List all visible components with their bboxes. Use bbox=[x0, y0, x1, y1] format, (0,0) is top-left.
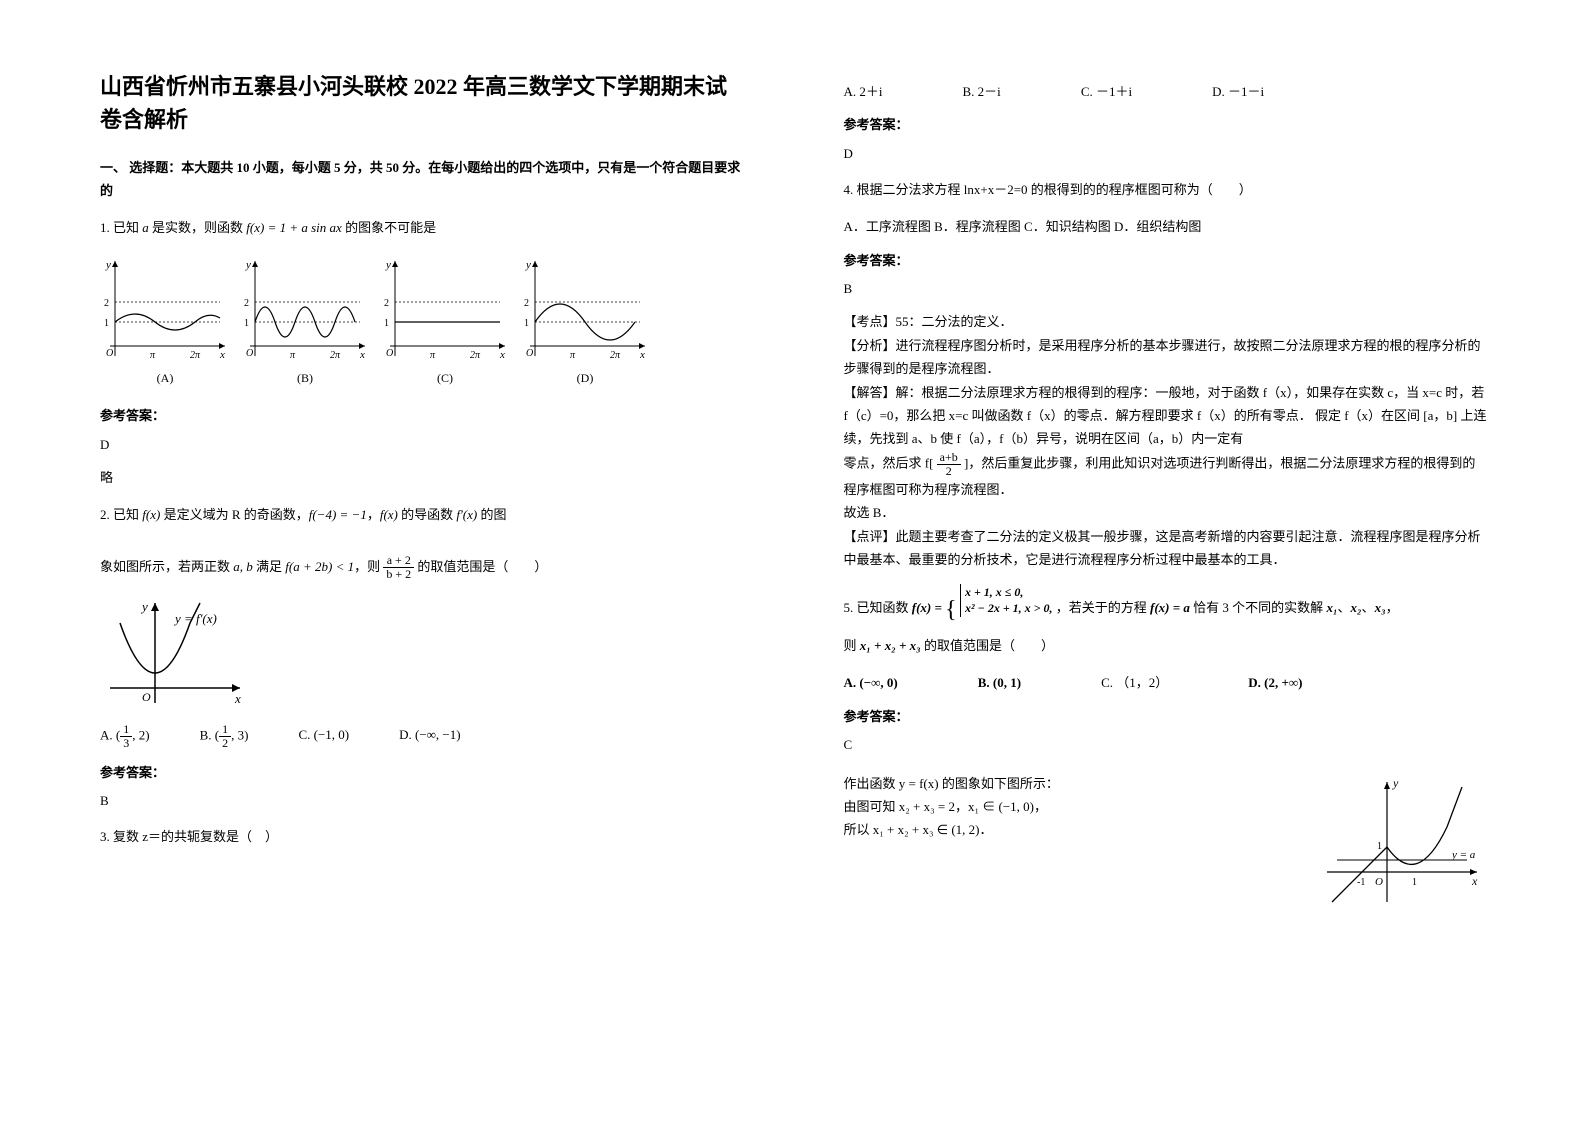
question-5: 5. 已知函数 f(x) = { x + 1, x ≤ 0, x² − 2x +… bbox=[844, 584, 1488, 660]
svg-text:y: y bbox=[385, 259, 391, 271]
q4-kaodian: 【考点】55：二分法的定义． bbox=[844, 310, 1488, 333]
q4-fenxi: 【分析】进行流程程序图分析时，是采用程序分析的基本步骤进行，故按照二分法原理求方… bbox=[844, 334, 1488, 381]
svg-text:1: 1 bbox=[1412, 877, 1417, 888]
svg-text:2π: 2π bbox=[330, 350, 341, 361]
q1-note: 略 bbox=[100, 466, 744, 489]
svg-text:π: π bbox=[150, 350, 156, 361]
svg-text:O: O bbox=[142, 690, 151, 704]
svg-text:O: O bbox=[386, 348, 393, 359]
q3-answer-label: 参考答案： bbox=[844, 113, 1488, 136]
section-title: 一、 选择题：本大题共 10 小题，每小题 5 分，共 50 分。在每小题给出的… bbox=[100, 156, 744, 203]
svg-text:2: 2 bbox=[524, 298, 529, 309]
q5-solution: y x O -1 1 1 y = a 作出函数 y = f(x) 的图象如下图所… bbox=[844, 772, 1488, 912]
svg-text:x: x bbox=[359, 349, 365, 361]
svg-text:2π: 2π bbox=[190, 350, 201, 361]
q4-answer: B bbox=[844, 277, 1488, 300]
svg-text:y = a: y = a bbox=[1451, 849, 1476, 861]
q5-options: A. (−∞, 0) B. (0, 1) C. （1，2） D. (2, +∞) bbox=[844, 671, 1488, 694]
svg-text:1: 1 bbox=[104, 318, 109, 329]
svg-text:x: x bbox=[499, 349, 505, 361]
svg-text:O: O bbox=[526, 348, 533, 359]
svg-text:1: 1 bbox=[384, 318, 389, 329]
q1-answer: D bbox=[100, 433, 744, 456]
question-3: 3. 复数 z＝的共轭复数是（ ） bbox=[100, 824, 744, 850]
svg-text:x: x bbox=[1471, 874, 1478, 888]
q4-jieda2: 零点，然后求 f[ a+b2 ]，然后重复此步骤，利用此知识对选项进行判断得出，… bbox=[844, 451, 1488, 502]
question-4: 4. 根据二分法求方程 lnx+x－2=0 的根得到的的程序框图可称为（ ） bbox=[844, 177, 1488, 203]
svg-text:y: y bbox=[105, 259, 111, 271]
q1-answer-label: 参考答案： bbox=[100, 404, 744, 427]
graph-a: y 2 1 x O π 2π bbox=[100, 256, 230, 366]
svg-text:π: π bbox=[430, 350, 436, 361]
svg-text:1: 1 bbox=[524, 318, 529, 329]
q5-graph: y x O -1 1 1 y = a bbox=[1307, 772, 1487, 912]
q5-answer: C bbox=[844, 733, 1488, 756]
q4-dianping: 【点评】此题主要考查了二分法的定义极其一般步骤，这是高考新增的内容要引起注意．流… bbox=[844, 525, 1488, 572]
q3-answer: D bbox=[844, 142, 1488, 165]
svg-text:y: y bbox=[140, 599, 148, 614]
svg-text:x: x bbox=[234, 691, 241, 706]
q1-graphs: y 2 1 x O π 2π (A) bbox=[100, 256, 744, 390]
question-1: 1. 已知 a 是实数，则函数 f(x) = 1 + a sin ax 的图象不… bbox=[100, 215, 744, 241]
q2-answer-label: 参考答案： bbox=[100, 761, 744, 784]
svg-text:x: x bbox=[219, 349, 225, 361]
svg-text:π: π bbox=[570, 350, 576, 361]
q4-jieda3: 故选 B． bbox=[844, 501, 1488, 524]
svg-text:O: O bbox=[106, 348, 113, 359]
svg-text:y: y bbox=[1392, 776, 1399, 790]
svg-text:π: π bbox=[290, 350, 296, 361]
graph-d: y 2 1 x O π 2π bbox=[520, 256, 650, 366]
svg-text:2: 2 bbox=[104, 298, 109, 309]
svg-text:2: 2 bbox=[384, 298, 389, 309]
svg-text:1: 1 bbox=[244, 318, 249, 329]
svg-text:O: O bbox=[1375, 876, 1383, 888]
q2-answer: B bbox=[100, 789, 744, 812]
svg-text:1: 1 bbox=[1377, 841, 1382, 852]
svg-text:y: y bbox=[525, 259, 531, 271]
svg-text:2π: 2π bbox=[610, 350, 621, 361]
question-2: 2. 已知 f(x) 是定义域为 R 的奇函数，f(−4) = −1，f(x) … bbox=[100, 502, 744, 582]
graph-b: y 2 1 x O π 2π bbox=[240, 256, 370, 366]
q4-answer-label: 参考答案： bbox=[844, 249, 1488, 272]
graph-c: y 2 1 x O π 2π bbox=[380, 256, 510, 366]
q4-jieda: 【解答】解：根据二分法原理求方程的根得到的程序：一般地，对于函数 f（x），如果… bbox=[844, 381, 1488, 451]
page-title: 山西省忻州市五寨县小河头联校 2022 年高三数学文下学期期末试卷含解析 bbox=[100, 70, 744, 136]
q2-graph: y x O y = f'(x) bbox=[100, 593, 250, 713]
svg-text:x: x bbox=[639, 349, 645, 361]
svg-text:2: 2 bbox=[244, 298, 249, 309]
svg-text:O: O bbox=[246, 348, 253, 359]
q5-answer-label: 参考答案： bbox=[844, 705, 1488, 728]
q4-options: A．工序流程图 B．程序流程图 C．知识结构图 D．组织结构图 bbox=[844, 215, 1488, 238]
svg-text:2π: 2π bbox=[470, 350, 481, 361]
q2-options: A. (13, 2) B. (12, 3) C. (−1, 0) D. (−∞,… bbox=[100, 723, 744, 750]
svg-text:-1: -1 bbox=[1357, 877, 1365, 888]
svg-text:y: y bbox=[245, 259, 251, 271]
q3-options: A. 2＋i B. 2－i C. －1＋i D. －1－i bbox=[844, 80, 1488, 103]
